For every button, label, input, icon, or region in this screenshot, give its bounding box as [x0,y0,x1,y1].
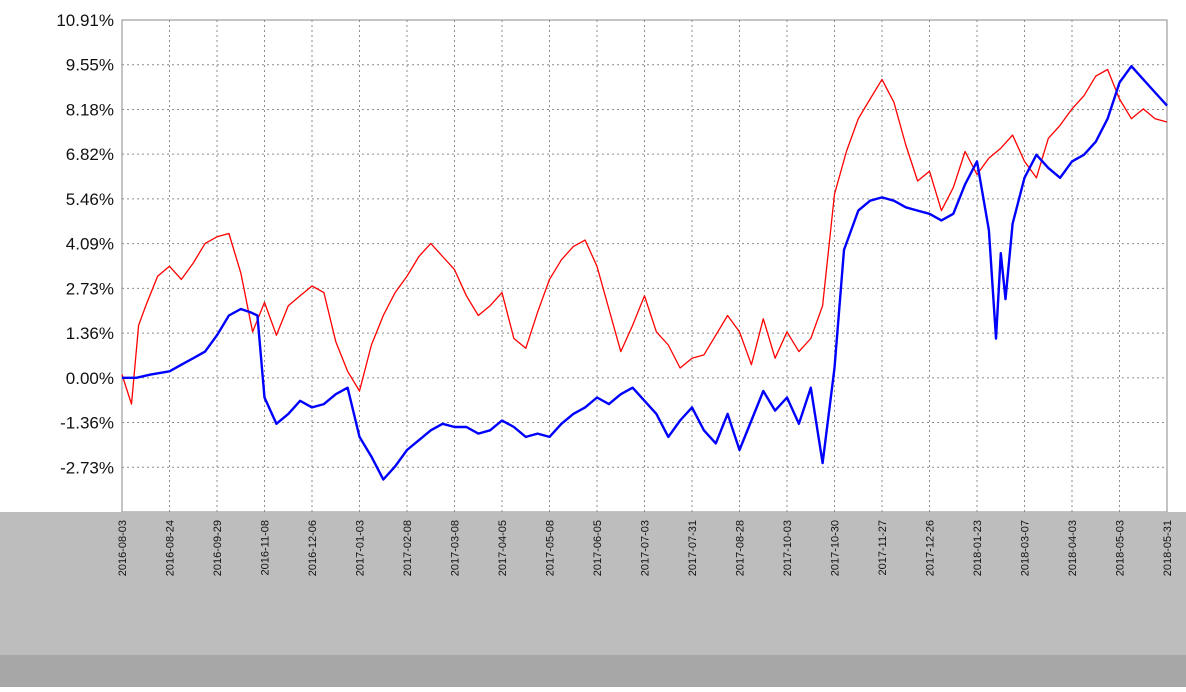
x-tick-label: 2018-05-31 [1162,520,1174,576]
x-tick-label: 2017-04-05 [497,520,509,576]
x-tick-label: 2018-01-23 [972,520,984,576]
x-tick-label: 2017-07-03 [640,520,652,576]
x-tick-label: 2017-03-08 [450,520,462,576]
y-tick-label: 5.46% [66,190,114,209]
x-tick-label: 2017-07-31 [687,520,699,576]
y-tick-label: 8.18% [66,100,114,119]
x-tick-label: 2017-08-28 [735,520,747,576]
x-tick-label: 2016-12-06 [307,520,319,576]
y-tick-label: 10.91% [56,11,114,30]
x-tick-label: 2017-01-03 [355,520,367,576]
x-tick-label: 2017-10-30 [830,520,842,576]
y-tick-label: 9.55% [66,56,114,75]
y-tick-label: -2.73% [60,458,114,477]
x-tick-label: 2017-05-08 [545,520,557,576]
x-tick-label: 2016-08-03 [117,520,129,576]
grid-lines [121,20,1168,512]
y-tick-label: 4.09% [66,235,114,254]
x-tick-label: 2018-05-03 [1115,520,1127,576]
y-tick-label: 6.82% [66,145,114,164]
y-tick-label: 0.00% [66,369,114,388]
y-tick-label: 1.36% [66,324,114,343]
x-tick-label: 2016-08-24 [165,520,177,576]
x-tick-label: 2017-06-05 [592,520,604,576]
x-tick-label: 2016-11-08 [260,520,272,575]
x-tick-label: 2018-04-03 [1067,520,1079,576]
y-tick-label: 2.73% [66,279,114,298]
x-tick-label: 2017-10-03 [782,520,794,576]
x-axis-tick-labels: 2016-08-03 2016-08-24 2016-09-29 2016-11-08… [117,520,1174,576]
series-line-1 [121,68,1168,405]
y-axis-tick-labels: 10.91% 9.55% 8.18% 6.82% 5.46% 4.09% 2.73% 1.36… [56,11,114,477]
series-line-2 [122,64,1168,481]
x-tick-label: 2018-03-07 [1020,520,1032,576]
x-axis-labels: 2016-08-03 2016-08-24 2016-09-29 2016-11-08… [117,520,1174,576]
x-tick-label: 2017-11-27 [877,520,889,575]
x-tick-label: 2017-12-26 [925,520,937,576]
x-tick-label: 2017-02-08 [402,520,414,576]
y-tick-label: -1.36% [60,414,114,433]
series-group [121,64,1168,481]
x-tick-label: 2016-09-29 [212,520,224,576]
bottom-strip [0,655,1186,687]
